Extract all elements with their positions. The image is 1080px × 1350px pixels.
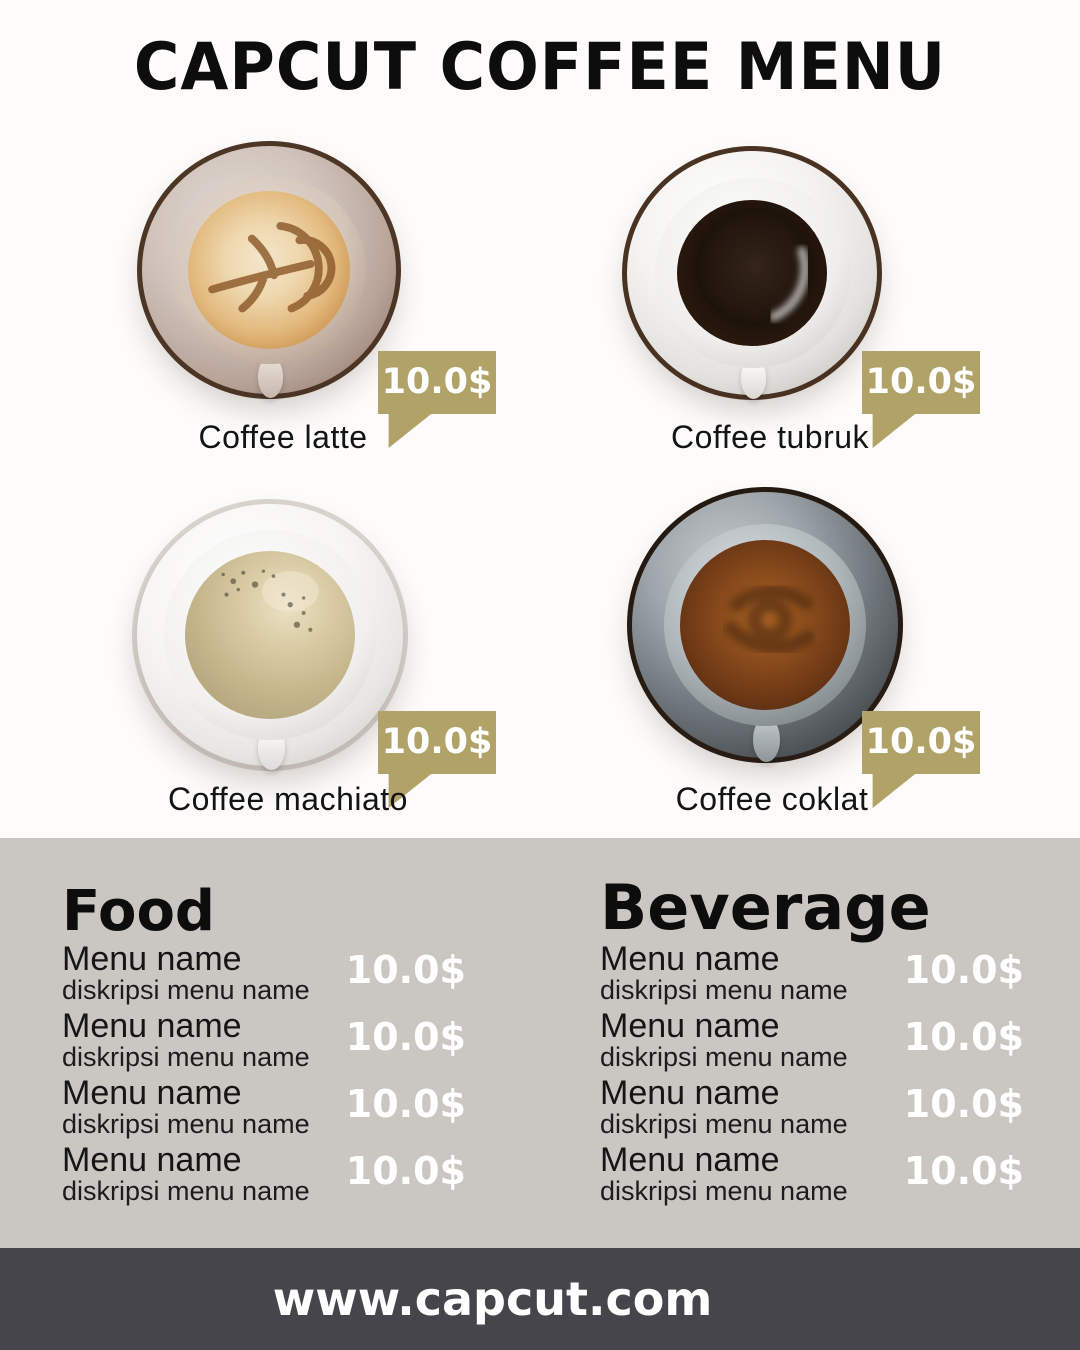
menu-item-description: diskripsi menu name: [62, 1176, 310, 1206]
menu-item-description: diskripsi menu name: [600, 975, 848, 1005]
menu-item-description: diskripsi menu name: [62, 1109, 310, 1139]
latte-art-fern-icon: [207, 221, 336, 313]
crema-speckles-icon: [221, 569, 319, 632]
price-tag-coffee-tubruk: 10.0$: [862, 351, 980, 448]
menu-item-price: 10.0$: [903, 1082, 1024, 1126]
coffee-latte-photo: [137, 141, 401, 399]
website-url: www.capcut.com: [272, 1272, 713, 1326]
menu-item: Menu name diskripsi menu name 10.0$: [600, 1076, 1024, 1139]
menu-item-name: Menu name: [62, 1141, 242, 1179]
menu-item: Menu name diskripsi menu name 10.0$: [62, 1143, 466, 1206]
page-title: CAPCUT COFFEE MENU: [133, 28, 947, 105]
coffee-shine-icon: [769, 246, 810, 322]
menu-item-name: Menu name: [600, 1141, 780, 1179]
menu-item-name: Menu name: [600, 940, 780, 978]
menu-item-price: 10.0$: [903, 948, 1024, 992]
menu-item-description: diskripsi menu name: [600, 1042, 848, 1072]
beverage-column: Beverage Menu name diskripsi menu name 1…: [600, 860, 1024, 1206]
footer-bar: www.capcut.com: [0, 1248, 1080, 1350]
product-label-coffee-latte: Coffee latte: [198, 419, 368, 455]
menu-item-price: 10.0$: [345, 1082, 466, 1126]
coffee-surface: [679, 539, 851, 711]
menu-item-price: 10.0$: [345, 948, 466, 992]
menu-item: Menu name diskripsi menu name 10.0$: [600, 1143, 1024, 1206]
menu-item-description: diskripsi menu name: [62, 1042, 310, 1072]
coffee-tubruk-photo: [622, 146, 882, 400]
menu-item: Menu name diskripsi menu name 10.0$: [62, 942, 466, 1005]
product-label-coffee-tubruk: Coffee tubruk: [670, 419, 870, 455]
food-heading: Food: [62, 878, 216, 944]
menu-item-description: diskripsi menu name: [600, 1109, 848, 1139]
beverage-heading: Beverage: [600, 871, 931, 945]
menu-item-price: 10.0$: [903, 1015, 1024, 1059]
coffee-machiato-photo: [132, 499, 408, 771]
menu-item-description: diskripsi menu name: [600, 1176, 848, 1206]
menu-item-name: Menu name: [600, 1074, 780, 1112]
coffee-coklat-photo: [627, 487, 903, 763]
menu-item-name: Menu name: [62, 1074, 242, 1112]
menu-item-description: diskripsi menu name: [62, 975, 310, 1005]
food-column: Food Menu name diskripsi menu name 10.0$…: [62, 860, 466, 1206]
menu-item-price: 10.0$: [903, 1149, 1024, 1193]
menu-item: Menu name diskripsi menu name 10.0$: [62, 1076, 466, 1139]
menu-item-name: Menu name: [600, 1007, 780, 1045]
product-label-coffee-machiato: Coffee machiato: [168, 781, 408, 817]
cocoa-swirl-icon: [724, 584, 815, 654]
product-label-coffee-coklat: Coffee coklat: [675, 781, 869, 817]
menu-item-name: Menu name: [62, 1007, 242, 1045]
menu-panel: Food Menu name diskripsi menu name 10.0$…: [0, 838, 1080, 1248]
menu-item-name: Menu name: [62, 940, 242, 978]
menu-item: Menu name diskripsi menu name 10.0$: [62, 1009, 466, 1072]
menu-item: Menu name diskripsi menu name 10.0$: [600, 1009, 1024, 1072]
menu-item-price: 10.0$: [345, 1149, 466, 1193]
menu-item-price: 10.0$: [345, 1015, 466, 1059]
menu-item: Menu name diskripsi menu name 10.0$: [600, 942, 1024, 1005]
